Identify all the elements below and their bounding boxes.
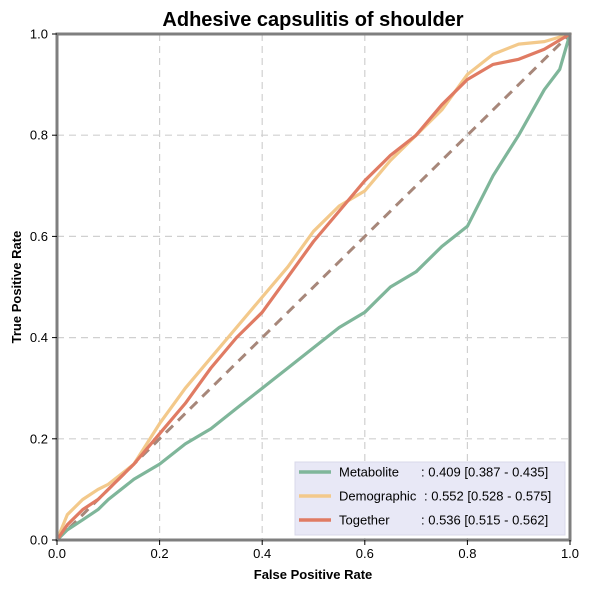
roc-curves xyxy=(55,32,572,542)
chart-title: Adhesive capsulitis of shoulder xyxy=(162,9,463,31)
legend-stat-metabolite: : 0.409 [0.387 - 0.435] xyxy=(421,465,548,480)
y-tick-label: 0.8 xyxy=(30,128,48,143)
x-tick-label: 0.2 xyxy=(151,546,169,561)
x-tick-label: 0.6 xyxy=(356,546,374,561)
y-axis-label: True Positive Rate xyxy=(9,231,24,344)
roc-curve-demographic xyxy=(55,32,572,542)
roc-curve-together xyxy=(55,32,572,542)
y-tick-label: 0.6 xyxy=(30,229,48,244)
legend-label-together: Together xyxy=(339,513,390,528)
legend: Metabolite : 0.409 [0.387 - 0.435] Demogra… xyxy=(294,461,566,536)
legend-box xyxy=(294,461,566,536)
legend-entries: Metabolite : 0.409 [0.387 - 0.435] Demogra… xyxy=(299,465,551,528)
legend-label-demographic: Demographic xyxy=(339,489,417,504)
y-tick-label: 0.2 xyxy=(30,431,48,446)
x-tick-label: 0.4 xyxy=(253,546,271,561)
x-tick-label: 1.0 xyxy=(561,546,579,561)
legend-stat-together: : 0.536 [0.515 - 0.562] xyxy=(421,513,548,528)
x-tick-label: 0.8 xyxy=(458,546,476,561)
y-tick-label: 0.4 xyxy=(30,330,48,345)
plot-frame xyxy=(55,32,572,542)
y-tick-label: 0.0 xyxy=(30,533,48,548)
y-tick-label: 1.0 xyxy=(30,27,48,42)
x-tick-label: 0.0 xyxy=(48,546,66,561)
grid xyxy=(57,34,570,540)
roc-curve-metabolite xyxy=(55,32,572,542)
legend-stat-demographic: : 0.552 [0.528 - 0.575] xyxy=(424,489,551,504)
x-axis-label: False Positive Rate xyxy=(254,567,373,582)
axis-ticks: 0.0 0.2 0.4 0.6 0.8 1.0 0.0 0.2 0.4 0.6 0.8 1.0 xyxy=(30,27,579,562)
legend-label-metabolite: Metabolite xyxy=(339,465,399,480)
